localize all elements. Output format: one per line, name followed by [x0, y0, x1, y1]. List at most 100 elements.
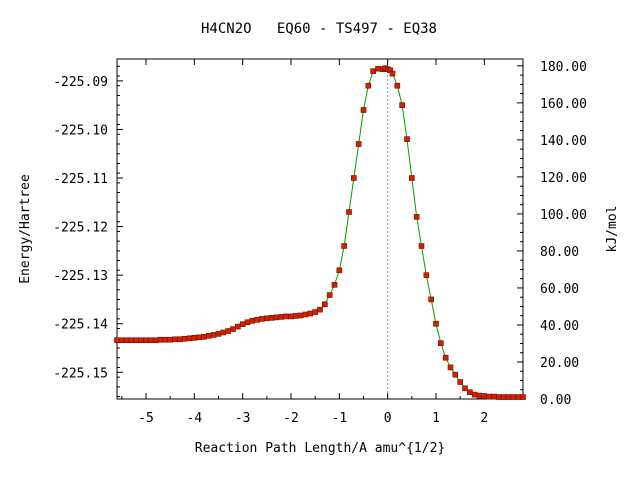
y2-tick-label: 180.00 [540, 60, 587, 75]
data-point [452, 371, 459, 378]
y2-axis-label: kJ/mol [605, 206, 620, 253]
chart-title: H4CN2O EQ60 - TS497 - EQ38 [201, 21, 437, 37]
data-point [172, 336, 178, 343]
data-point [399, 102, 405, 108]
data-point [486, 393, 492, 400]
data-point [114, 337, 120, 344]
y2-tick-label: 100.00 [540, 208, 587, 223]
y-tick-label: -225.11 [53, 172, 108, 187]
series-line [117, 67, 523, 398]
data-point [515, 394, 521, 400]
y2-tick-label: 140.00 [540, 134, 587, 149]
y2-tick-label: 80.00 [540, 245, 579, 260]
right-axis-ticks: 0.00 20.00 40.00 60.00 80.00 100.00 120.00 140.… [517, 60, 587, 408]
data-point [152, 337, 159, 344]
data-point [249, 317, 256, 324]
data-point [210, 332, 217, 338]
data-point [341, 243, 347, 249]
data-point [438, 340, 444, 346]
x-tick-label: -3 [235, 411, 251, 426]
x-axis-label: Reaction Path Length/A amu^{1/2} [195, 441, 445, 456]
data-point [278, 314, 285, 320]
x-tick-label: 0 [384, 411, 392, 426]
data-point [123, 337, 130, 344]
data-point [162, 336, 169, 343]
data-point [128, 337, 135, 344]
data-point [293, 313, 299, 319]
y-tick-label: -225.14 [53, 318, 108, 333]
data-point [370, 68, 376, 74]
data-point [317, 306, 323, 313]
data-point [273, 314, 280, 321]
data-point [423, 272, 430, 278]
data-point [138, 337, 144, 344]
data-point [230, 326, 236, 332]
data-point [148, 337, 154, 344]
data-point [288, 313, 294, 320]
y2-tick-label: 160.00 [540, 97, 587, 112]
data-point [355, 141, 362, 147]
data-point [181, 335, 188, 342]
data-point [471, 391, 478, 398]
data-point [365, 82, 372, 89]
data-point [433, 320, 439, 327]
data-point [220, 329, 227, 336]
data-point [510, 394, 517, 400]
data-point [360, 107, 367, 113]
y-tick-label: -225.13 [53, 269, 108, 284]
data-point [326, 292, 333, 298]
data-point [119, 337, 125, 344]
data-point [467, 389, 473, 396]
data-point [505, 394, 512, 400]
y2-tick-label: 120.00 [540, 171, 587, 186]
y2-tick-label: 40.00 [540, 319, 579, 334]
data-point [201, 334, 207, 340]
data-point [491, 393, 497, 400]
x-tick-label: -1 [332, 411, 348, 426]
y-axis-label: Energy/Hartree [18, 174, 33, 284]
data-point [442, 354, 449, 361]
data-point [186, 335, 193, 342]
data-point [336, 267, 343, 274]
data-point [404, 136, 410, 142]
data-point [307, 310, 314, 317]
x-tick-label: -4 [187, 411, 203, 426]
y-tick-label: -225.12 [53, 221, 108, 236]
y2-tick-label: 60.00 [540, 282, 579, 297]
data-point [143, 337, 149, 344]
data-point [428, 296, 434, 303]
y-tick-label: -225.10 [53, 123, 108, 138]
data-points-group [114, 65, 526, 400]
data-point [283, 313, 289, 320]
data-point [476, 392, 483, 399]
data-point [167, 336, 173, 343]
data-point [351, 175, 357, 181]
data-point [264, 315, 270, 322]
data-point [215, 331, 222, 337]
series-line-group [117, 67, 523, 398]
data-point [239, 321, 246, 328]
data-point [331, 282, 338, 288]
data-point [447, 364, 454, 371]
x-tick-label: -2 [283, 411, 299, 426]
y2-tick-label: 0.00 [540, 393, 571, 408]
data-point [496, 394, 502, 400]
data-point [389, 70, 396, 77]
data-point [418, 243, 425, 249]
data-point [254, 317, 260, 323]
data-point [375, 65, 381, 72]
left-axis-ticks: -225.15 -225.14 -225.13 -225.12 -225.11 -225.… [53, 65, 123, 398]
data-point [196, 334, 202, 341]
data-point [322, 301, 328, 308]
data-point [206, 333, 212, 339]
y-tick-label: -225.09 [53, 75, 108, 90]
data-point [297, 312, 304, 319]
data-point [413, 214, 420, 220]
y-tick-label: -225.15 [53, 366, 108, 381]
data-point [302, 311, 309, 318]
data-point [133, 337, 140, 344]
data-point [312, 309, 318, 315]
plot-area-frame [116, 58, 524, 400]
